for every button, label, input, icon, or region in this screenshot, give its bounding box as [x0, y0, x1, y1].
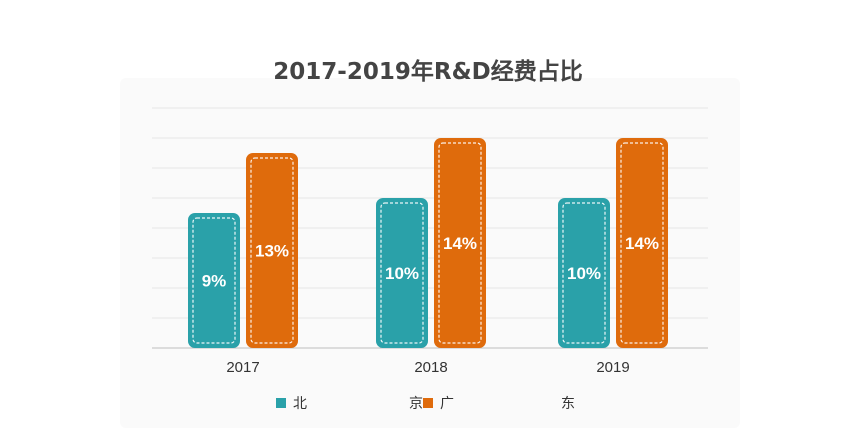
x-tick-label-2018: 2018 — [414, 359, 447, 376]
data-label-2017-series-1: 9% — [202, 272, 227, 291]
legend-label-4: 东 — [561, 396, 575, 412]
bars — [188, 138, 668, 348]
bar-2018-series-1 — [376, 198, 428, 348]
data-labels: 9% 10% 10% 13% 14% 14% — [202, 234, 659, 291]
x-tick-label-2019: 2019 — [596, 359, 629, 376]
legend-label-3: 广 — [440, 396, 454, 412]
legend-label-2: 京 — [409, 396, 423, 412]
data-label-2018-series-2: 14% — [443, 234, 477, 253]
legend-swatch-1 — [276, 398, 286, 408]
bar-inner-outline — [438, 142, 482, 344]
data-label-2017-series-2: 13% — [255, 242, 289, 261]
legend: 北京广东 — [276, 396, 575, 412]
data-label-2019-series-2: 14% — [625, 234, 659, 253]
legend-swatch-3 — [423, 398, 433, 408]
x-tick-label-2017: 2017 — [226, 359, 259, 376]
bar-inner-outline — [620, 142, 664, 344]
bar-2017-series-1 — [188, 213, 240, 348]
bar-2018-series-2 — [434, 138, 486, 348]
bar-2017-series-2 — [246, 153, 298, 348]
legend-label-1: 北 — [293, 396, 307, 412]
data-label-2018-series-1: 10% — [385, 264, 419, 283]
chart-title: 2017-2019年R&D经费占比 — [273, 58, 582, 85]
bar-2019-series-2 — [616, 138, 668, 348]
data-label-2019-series-1: 10% — [567, 264, 601, 283]
bar-inner-outline — [192, 217, 236, 344]
bar-2019-series-1 — [558, 198, 610, 348]
bar-inner-outline — [562, 202, 606, 344]
bar-inner-outline — [250, 157, 294, 344]
x-axis-ticks: 2017 2018 2019 — [226, 359, 629, 376]
grid-lines — [152, 107, 708, 349]
bar-inner-outline — [380, 202, 424, 344]
